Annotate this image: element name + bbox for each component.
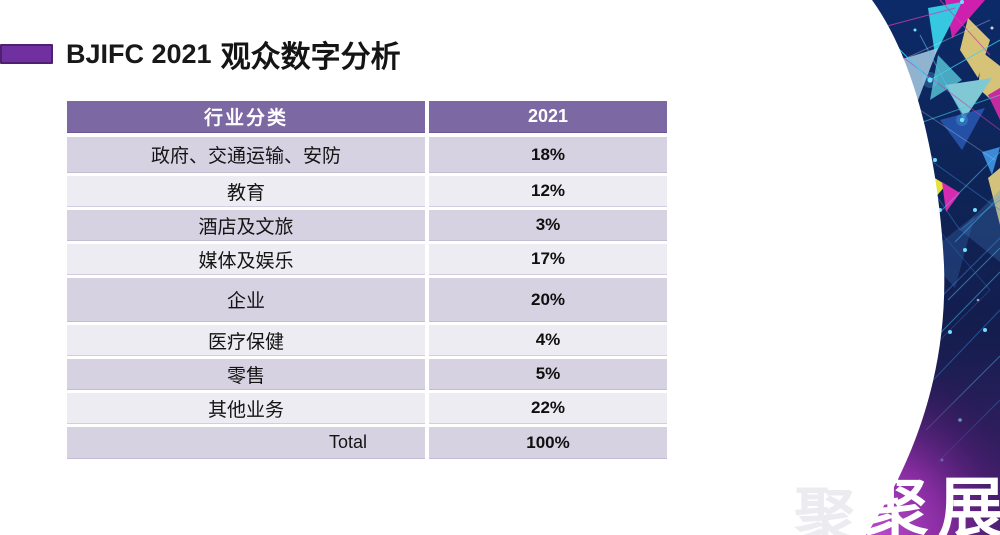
row-value: 12% [429, 176, 667, 207]
row-label: 其他业务 [67, 393, 425, 424]
row-label: 酒店及文旅 [67, 210, 425, 241]
total-label: Total [67, 427, 425, 459]
table-row: 其他业务 22% [67, 393, 667, 424]
table-row: 企业 20% [67, 278, 667, 322]
table-row: 酒店及文旅 3% [67, 210, 667, 241]
total-value: 100% [429, 427, 667, 459]
title-row: BJIFC 2021 观众数字分析 [0, 36, 401, 74]
row-value: 5% [429, 359, 667, 390]
row-value: 20% [429, 278, 667, 322]
row-label: 政府、交通运输、安防 [67, 137, 425, 173]
table-row: 教育 12% [67, 176, 667, 207]
row-value: 4% [429, 325, 667, 356]
table-row: 政府、交通运输、安防 18% [67, 137, 667, 173]
row-label: 零售 [67, 359, 425, 390]
row-value: 17% [429, 244, 667, 275]
row-label: 企业 [67, 278, 425, 322]
audience-table: 行业分类 2021 政府、交通运输、安防 18% 教育 12% 酒店及文旅 3%… [67, 101, 667, 459]
table-row: 媒体及娱乐 17% [67, 244, 667, 275]
table-header-row: 行业分类 2021 [67, 101, 667, 133]
table-body: 政府、交通运输、安防 18% 教育 12% 酒店及文旅 3% 媒体及娱乐 17%… [67, 137, 667, 459]
page-title-cjk: 观众数字分析 [220, 41, 401, 74]
table-row: 零售 5% [67, 359, 667, 390]
row-value: 3% [429, 210, 667, 241]
table-row: 医疗保健 4% [67, 325, 667, 356]
row-label: 医疗保健 [67, 325, 425, 356]
header-industry: 行业分类 [67, 101, 425, 133]
row-label: 媒体及娱乐 [67, 244, 425, 275]
header-2021: 2021 [429, 101, 667, 133]
title-accent-bar [0, 44, 53, 64]
row-value: 22% [429, 393, 667, 424]
row-value: 18% [429, 137, 667, 173]
table-total-row: Total 100% [67, 427, 667, 459]
row-label: 教育 [67, 176, 425, 207]
page-title-latin: BJIFC 2021 [66, 38, 212, 69]
